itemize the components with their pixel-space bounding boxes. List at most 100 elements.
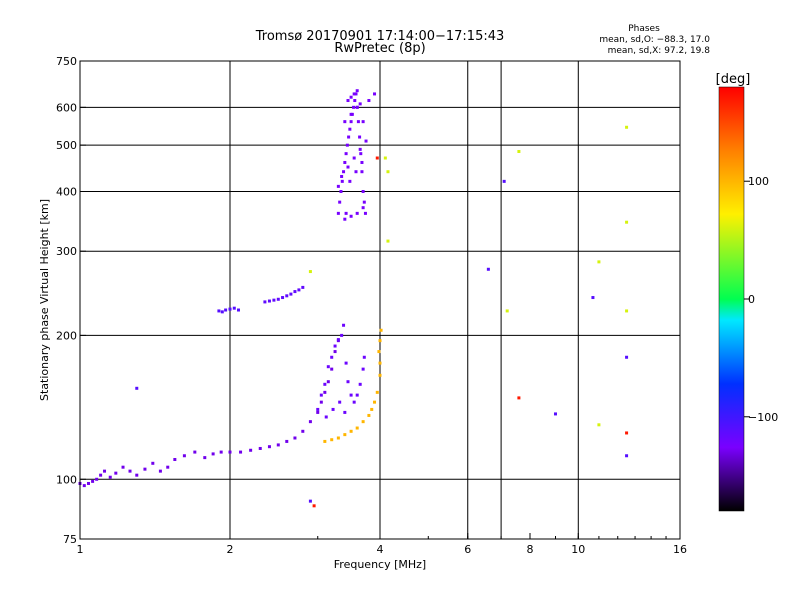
- data-point: [375, 390, 379, 394]
- data-point: [301, 285, 305, 289]
- x-axis: 1 2 4 6 8 10 16: [77, 533, 687, 556]
- data-point: [353, 99, 357, 103]
- data-point: [258, 446, 262, 450]
- data-point: [553, 412, 557, 416]
- data-point: [373, 400, 377, 404]
- data-point: [349, 393, 353, 397]
- data-point: [239, 450, 243, 454]
- data-point: [143, 467, 147, 471]
- colorbar-ticks: 100 0 −100: [744, 175, 778, 424]
- data-point: [363, 211, 367, 215]
- data-point: [361, 120, 365, 124]
- y-axis: 75 100 200 300 400 500 600 750: [56, 55, 86, 546]
- data-point: [336, 338, 340, 342]
- data-point: [128, 469, 132, 473]
- data-points: [78, 89, 629, 508]
- data-point: [346, 165, 350, 169]
- data-point: [375, 156, 379, 160]
- data-point: [517, 396, 521, 400]
- data-point: [625, 454, 629, 458]
- x-tick-label: 6: [464, 543, 471, 556]
- data-point: [338, 200, 342, 204]
- data-point: [99, 473, 103, 477]
- data-point: [91, 479, 95, 483]
- data-point: [324, 415, 328, 419]
- data-point: [373, 92, 377, 96]
- data-point: [349, 214, 353, 218]
- data-point: [276, 297, 280, 301]
- data-point: [285, 294, 289, 298]
- data-point: [323, 382, 327, 386]
- data-point: [349, 120, 353, 124]
- data-point: [285, 439, 289, 443]
- data-point: [323, 390, 327, 394]
- data-point: [346, 380, 350, 384]
- data-point: [297, 288, 301, 292]
- data-point: [203, 456, 207, 460]
- data-point: [326, 365, 330, 369]
- phases-legend-title: Phases: [628, 24, 660, 34]
- y-tick-label: 750: [56, 55, 77, 68]
- data-point: [276, 443, 280, 447]
- data-point: [378, 361, 382, 365]
- colorbar-tick-label: 0: [748, 293, 755, 306]
- data-point: [625, 220, 629, 224]
- x-tick-label: 8: [527, 543, 534, 556]
- y-axis-label: Stationary phase Virtual Height [km]: [38, 199, 51, 401]
- data-point: [597, 423, 601, 427]
- chart-subtitle: RwPretec (8p): [334, 41, 425, 56]
- x-tick-label: 1: [77, 543, 84, 556]
- data-point: [193, 450, 197, 454]
- data-point: [597, 260, 601, 264]
- x-tick-label: 4: [377, 543, 384, 556]
- data-point: [358, 147, 362, 151]
- x-tick-label: 16: [673, 543, 687, 556]
- data-point: [330, 355, 334, 359]
- data-point: [354, 92, 358, 96]
- data-point: [361, 367, 365, 371]
- data-point: [267, 445, 271, 449]
- data-point: [386, 170, 390, 174]
- data-point: [319, 393, 323, 397]
- data-point: [517, 149, 521, 153]
- data-point: [211, 452, 215, 456]
- x-tick-label: 10: [571, 543, 585, 556]
- data-point: [352, 105, 356, 109]
- data-point: [591, 296, 595, 300]
- data-point: [486, 267, 490, 271]
- data-point: [367, 413, 371, 417]
- data-point: [333, 350, 337, 354]
- data-point: [355, 211, 359, 215]
- data-point: [135, 473, 139, 477]
- data-point: [267, 299, 271, 303]
- data-point: [625, 431, 629, 435]
- data-point: [263, 300, 267, 304]
- data-point: [348, 179, 352, 183]
- data-point: [358, 102, 362, 106]
- data-point: [224, 308, 228, 312]
- chart-title: Tromsø 20170901 17:14:00−17:15:43: [255, 29, 505, 44]
- data-point: [349, 429, 353, 433]
- data-point: [316, 407, 320, 411]
- data-point: [108, 475, 112, 479]
- data-point: [340, 333, 344, 337]
- data-point: [308, 499, 312, 503]
- data-point: [343, 160, 347, 164]
- data-point: [336, 436, 340, 440]
- colorbar-tick-label: 100: [748, 175, 769, 188]
- data-point: [358, 382, 362, 386]
- data-point: [103, 469, 107, 473]
- data-point: [342, 170, 346, 174]
- y-tick-label: 500: [56, 139, 77, 152]
- data-point: [182, 454, 186, 458]
- data-point: [364, 139, 368, 143]
- data-point: [360, 170, 364, 174]
- colorbar-label: [deg]: [716, 72, 751, 87]
- data-point: [249, 448, 253, 452]
- data-point: [344, 211, 348, 215]
- data-point: [362, 200, 366, 204]
- data-point: [367, 99, 371, 103]
- data-point: [361, 189, 365, 193]
- data-point: [355, 105, 359, 109]
- data-point: [358, 135, 362, 139]
